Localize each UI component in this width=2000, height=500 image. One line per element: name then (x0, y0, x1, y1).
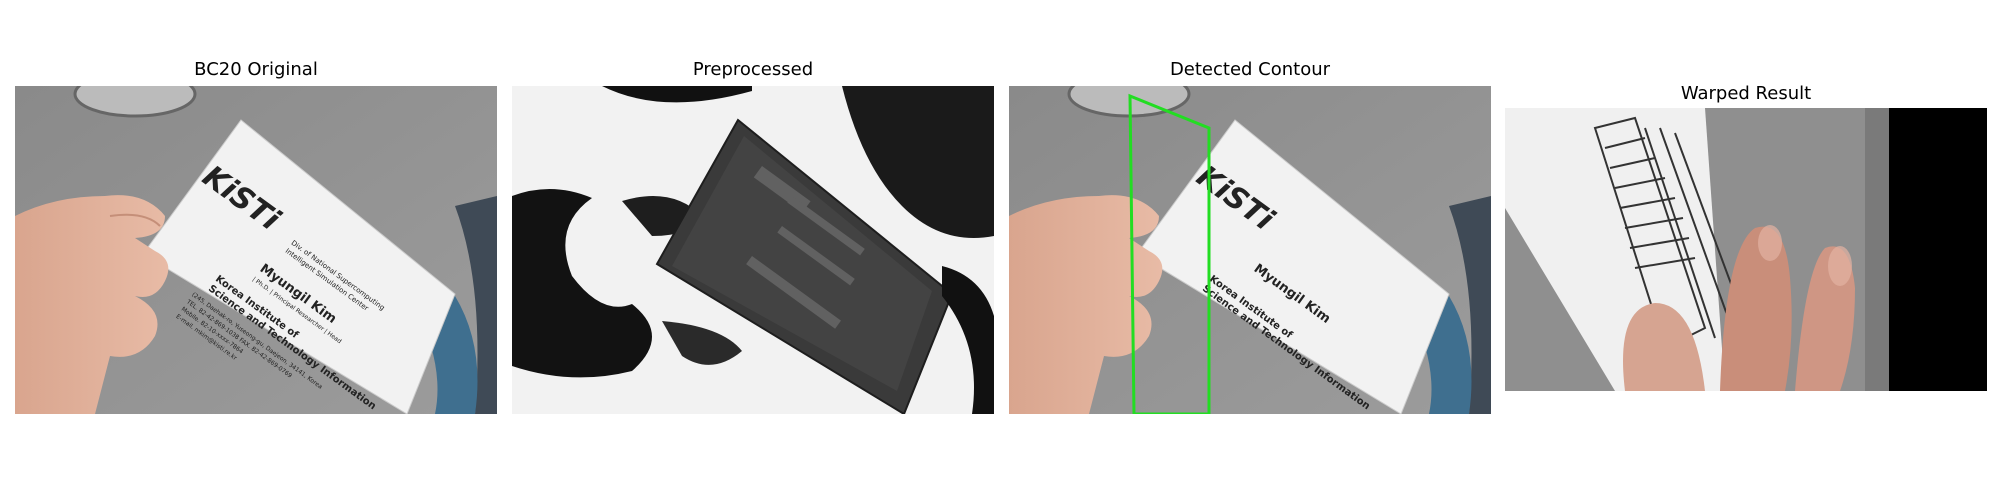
detected-contour (1128, 93, 1211, 414)
panel-title-contour: Detected Contour (1169, 59, 1331, 80)
warped-image (1505, 108, 1987, 391)
panel-title-original: BC20 Original (194, 59, 318, 80)
business-card: KiSTi Div. of National Supercomputing In… (142, 119, 456, 414)
contour-image: KiSTi Myungil Kim Korea Institute of Sci… (1009, 86, 1491, 414)
preprocessed-image (512, 86, 994, 414)
panel-title-warped: Warped Result (1680, 83, 1812, 104)
original-image: KiSTi Div. of National Supercomputing In… (15, 86, 497, 414)
panel-title-preprocessed: Preprocessed (692, 59, 814, 80)
